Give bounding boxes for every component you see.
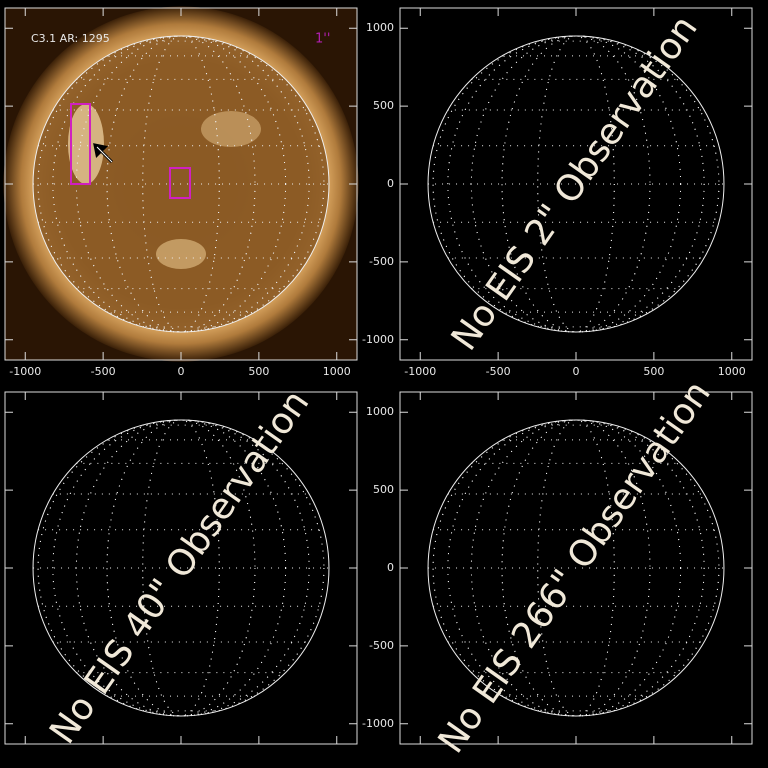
y-tick-label: 0 bbox=[387, 177, 394, 190]
meridian bbox=[501, 35, 651, 333]
scale-label: 1'' bbox=[315, 32, 330, 47]
x-tick-label: 0 bbox=[178, 365, 185, 378]
meridian bbox=[37, 35, 325, 333]
meridian bbox=[537, 35, 615, 333]
bright-region bbox=[201, 111, 261, 147]
bright-region bbox=[68, 104, 104, 184]
x-tick-label: 1000 bbox=[323, 365, 351, 378]
arrow bbox=[96, 146, 113, 163]
meridian bbox=[52, 35, 310, 333]
y-tick-label: -500 bbox=[369, 255, 394, 268]
panel: -1000 -500 0 500 1000 C3.1 AR: 1295 1'' bbox=[3, 6, 359, 378]
y-tick-label: -500 bbox=[369, 639, 394, 652]
meridian bbox=[537, 419, 615, 717]
meridian bbox=[470, 419, 682, 717]
meridian bbox=[447, 419, 705, 717]
x-tick-label: -500 bbox=[91, 365, 116, 378]
meridian bbox=[470, 35, 682, 333]
meridian bbox=[432, 35, 720, 333]
eis-box bbox=[169, 167, 191, 199]
meridian bbox=[106, 419, 256, 717]
x-tick-label: -1000 bbox=[404, 365, 436, 378]
y-tick-label: 0 bbox=[387, 561, 394, 574]
y-tick-label: 1000 bbox=[366, 21, 394, 34]
x-tick-label: 500 bbox=[643, 365, 664, 378]
panel-label: C3.1 AR: 1295 bbox=[31, 32, 110, 45]
y-tick-label: 500 bbox=[373, 99, 394, 112]
bright-region bbox=[156, 239, 206, 269]
meridian bbox=[75, 419, 287, 717]
meridian bbox=[37, 419, 325, 717]
x-tick-label: -500 bbox=[486, 365, 511, 378]
meridian bbox=[432, 419, 720, 717]
x-tick-label: 0 bbox=[573, 365, 580, 378]
x-tick-label: 500 bbox=[248, 365, 269, 378]
meridian bbox=[501, 419, 651, 717]
eis-box bbox=[70, 103, 91, 185]
y-tick-label: -1000 bbox=[362, 717, 394, 730]
y-tick-label: 500 bbox=[373, 483, 394, 496]
y-tick-label: 1000 bbox=[366, 405, 394, 418]
meridian bbox=[106, 35, 256, 333]
meridian bbox=[447, 35, 705, 333]
x-tick-label: -1000 bbox=[9, 365, 41, 378]
y-tick-label: -1000 bbox=[362, 333, 394, 346]
meridian bbox=[52, 419, 310, 717]
x-tick-label: 1000 bbox=[718, 365, 746, 378]
